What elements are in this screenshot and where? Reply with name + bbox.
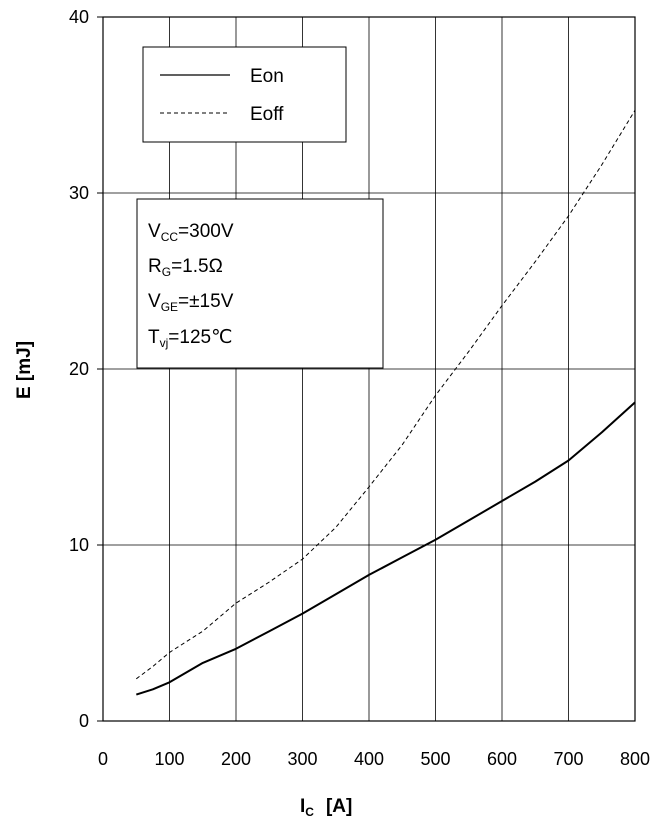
x-tick-label: 600 xyxy=(487,749,517,769)
y-axis-title: E [mJ] xyxy=(14,341,35,399)
condition-vcc: VCC=300V xyxy=(148,221,234,244)
y-tick-label: 40 xyxy=(69,7,89,27)
legend: Eon Eoff xyxy=(142,46,347,143)
y-axis-ticks: 0 10 20 30 40 xyxy=(69,7,103,731)
series-line-eon xyxy=(135,401,636,696)
series-group xyxy=(135,110,636,696)
x-tick-label: 300 xyxy=(287,749,317,769)
legend-label-eon: Eon xyxy=(250,66,284,87)
x-tick-label: 0 xyxy=(98,749,108,769)
y-tick-label: 0 xyxy=(79,711,89,731)
condition-tvj: Tvj=125℃ xyxy=(148,327,232,350)
condition-vge: VGE=±15V xyxy=(148,291,234,314)
x-tick-label: 400 xyxy=(354,749,384,769)
legend-box xyxy=(142,46,347,143)
condition-rg: RG=1.5Ω xyxy=(148,256,223,279)
x-tick-label: 500 xyxy=(420,749,450,769)
legend-label-eoff: Eoff xyxy=(250,104,284,125)
conditions-box: VCC=300V RG=1.5Ω VGE=±15V Tvj=125℃ xyxy=(136,198,384,369)
x-tick-label: 100 xyxy=(154,749,184,769)
y-tick-label: 10 xyxy=(69,535,89,555)
x-tick-label: 200 xyxy=(221,749,251,769)
y-tick-label: 20 xyxy=(69,359,89,379)
conditions-frame xyxy=(136,198,384,369)
x-tick-label: 700 xyxy=(553,749,583,769)
series-line-eoff xyxy=(136,110,636,680)
x-axis-ticks: 0 100 200 300 400 500 600 700 800 xyxy=(98,749,650,769)
y-tick-label: 30 xyxy=(69,183,89,203)
x-axis-title: IC [A] xyxy=(300,796,352,819)
x-tick-label: 800 xyxy=(620,749,650,769)
